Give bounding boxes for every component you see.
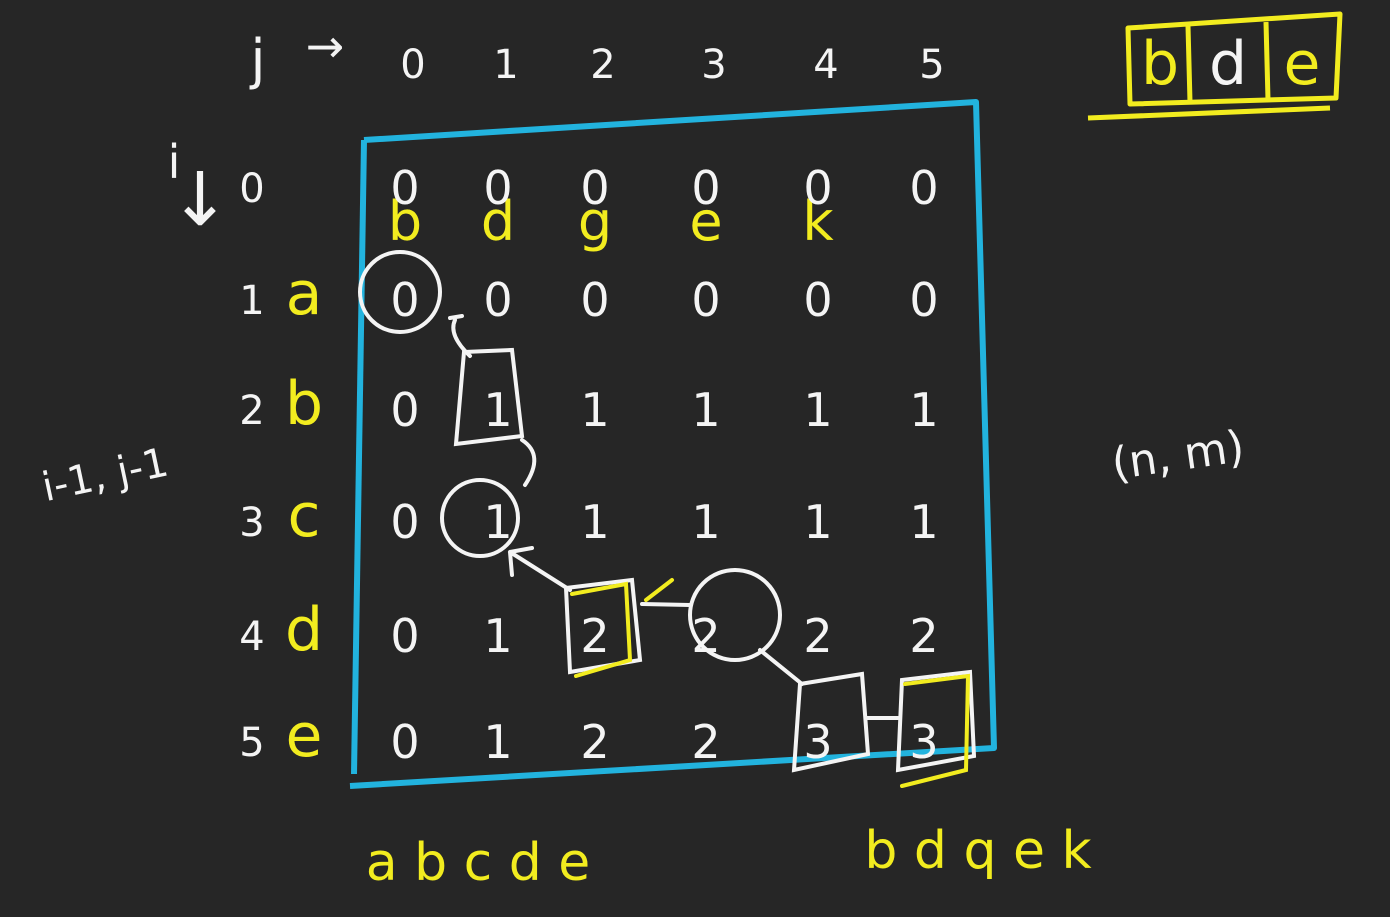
i-index: 3: [239, 500, 264, 546]
row-letter: e: [286, 701, 323, 771]
traceback-arrow: [640, 602, 692, 607]
circle-marker: [440, 478, 520, 558]
j-index: 5: [919, 42, 944, 88]
table-cell: 2: [580, 715, 609, 769]
result-box-dividers: [1185, 21, 1271, 103]
table-cell: 1: [483, 609, 512, 663]
table-cell: 0: [390, 609, 419, 663]
square-marker: [895, 669, 977, 773]
result-letter: e: [1284, 29, 1321, 99]
traceback-arrow: [508, 546, 572, 592]
result-letter: b: [1141, 29, 1179, 99]
table-cell: 0: [390, 273, 419, 327]
table-cell: 2: [803, 609, 832, 663]
table-cell: 0: [483, 273, 512, 327]
table-cell: 0: [803, 273, 832, 327]
table-cell: 1: [580, 383, 609, 437]
traceback-arrow: [758, 648, 804, 686]
j-index: 1: [493, 42, 518, 88]
dp-table-border: [349, 99, 997, 789]
j-index: 4: [813, 42, 838, 88]
table-cell: 0: [580, 161, 609, 215]
table-cell: 1: [483, 495, 512, 549]
row-letter: b: [285, 369, 323, 439]
traceback-arrow: [520, 438, 537, 487]
i-index: 1: [239, 278, 264, 324]
row-letter: d: [285, 595, 323, 665]
table-cell: 2: [691, 715, 720, 769]
result-letter: d: [1209, 29, 1247, 99]
row-letter: a: [286, 259, 323, 329]
i-label: i: [168, 135, 181, 189]
table-cell: 0: [909, 161, 938, 215]
j-index: 2: [590, 42, 615, 88]
j-index-row: 0 1 2 3 4 5: [400, 42, 944, 88]
square-marker: [791, 671, 871, 773]
i-arrow: ↓: [169, 157, 231, 243]
table-cell: 1: [803, 495, 832, 549]
table-cell: 0: [390, 495, 419, 549]
column-letter: b: [388, 190, 422, 253]
table-cell: 0: [580, 273, 609, 327]
string-first: a b c d e: [366, 833, 591, 893]
circle-marker: [358, 250, 442, 334]
table-cell: 0: [483, 161, 512, 215]
table-cell: 3: [909, 715, 938, 769]
i-index: 0: [239, 166, 264, 212]
row-letter: c: [288, 481, 321, 551]
table-cell: 1: [803, 383, 832, 437]
j-arrow: →: [306, 19, 345, 73]
i-index: 4: [239, 614, 264, 660]
i-index-column: 0 1 2 3 4 5: [239, 166, 264, 766]
diagonal-note: i-1, j-1: [38, 440, 172, 511]
dp-table-border-left: [351, 139, 367, 775]
j-index: 0: [400, 42, 425, 88]
table-cell: 0: [691, 273, 720, 327]
table-cell: 1: [909, 495, 938, 549]
table-cell: 0: [691, 161, 720, 215]
table-cell: 1: [580, 495, 609, 549]
i-index: 5: [239, 720, 264, 766]
table-cell: 0: [390, 161, 419, 215]
string-second: b d q e k: [864, 821, 1091, 881]
column-letter: g: [578, 190, 612, 253]
table-cell: 1: [483, 715, 512, 769]
table-cell: 1: [483, 383, 512, 437]
table-cell: 0: [390, 715, 419, 769]
match-highlights: [570, 578, 971, 788]
table-cell: 0: [803, 161, 832, 215]
square-marker: [563, 577, 643, 675]
table-cell: 1: [691, 495, 720, 549]
dp-table: 0 0 0 0 0 00 0 0 0 0 00 1 1 1 1 10 1 1 1 1 10 1 2 2 2 20 1 2 2 3 3: [390, 161, 938, 769]
table-cell: 0: [909, 273, 938, 327]
traceback-arrow: [448, 314, 472, 358]
j-index: 3: [701, 42, 726, 88]
table-cell: 2: [909, 609, 938, 663]
j-label: j: [249, 28, 265, 91]
table-cell: 1: [691, 383, 720, 437]
i-index: 2: [239, 388, 264, 434]
table-cell: 0: [390, 383, 419, 437]
traceback-path: [358, 250, 977, 773]
table-cell: 2: [580, 609, 609, 663]
circle-marker: [688, 568, 782, 662]
column-letter: d: [481, 190, 515, 253]
column-letter: e: [689, 190, 722, 253]
column-letter: k: [802, 190, 834, 253]
result-box-outline: [1087, 11, 1343, 121]
square-marker: [453, 347, 525, 447]
table-cell: 1: [909, 383, 938, 437]
table-cell: 3: [803, 715, 832, 769]
dimension-note: (n, m): [1109, 421, 1248, 490]
